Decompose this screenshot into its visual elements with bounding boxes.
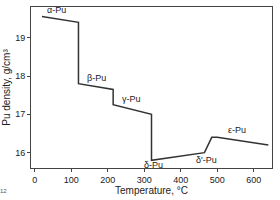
svg-text:γ-Pu: γ-Pu xyxy=(122,94,141,104)
svg-text:α-Pu: α-Pu xyxy=(47,5,66,15)
svg-text:δ'-Pu: δ'-Pu xyxy=(196,155,217,165)
svg-text:12: 12 xyxy=(0,188,7,194)
svg-text:19: 19 xyxy=(15,33,25,43)
svg-text:500: 500 xyxy=(210,175,225,185)
svg-text:ε-Pu: ε-Pu xyxy=(228,125,246,135)
svg-text:0: 0 xyxy=(32,175,37,185)
svg-text:300: 300 xyxy=(137,175,152,185)
svg-text:δ-Pu: δ-Pu xyxy=(144,160,163,170)
svg-text:Pu density, g/cm³: Pu density, g/cm³ xyxy=(1,49,12,126)
svg-text:400: 400 xyxy=(173,175,188,185)
svg-text:β-Pu: β-Pu xyxy=(87,73,106,83)
svg-text:16: 16 xyxy=(15,148,25,158)
svg-text:100: 100 xyxy=(64,175,79,185)
svg-text:600: 600 xyxy=(246,175,261,185)
svg-text:17: 17 xyxy=(15,109,25,119)
svg-text:200: 200 xyxy=(100,175,115,185)
svg-text:18: 18 xyxy=(15,71,25,81)
svg-text:Temperature, °C: Temperature, °C xyxy=(115,185,188,196)
